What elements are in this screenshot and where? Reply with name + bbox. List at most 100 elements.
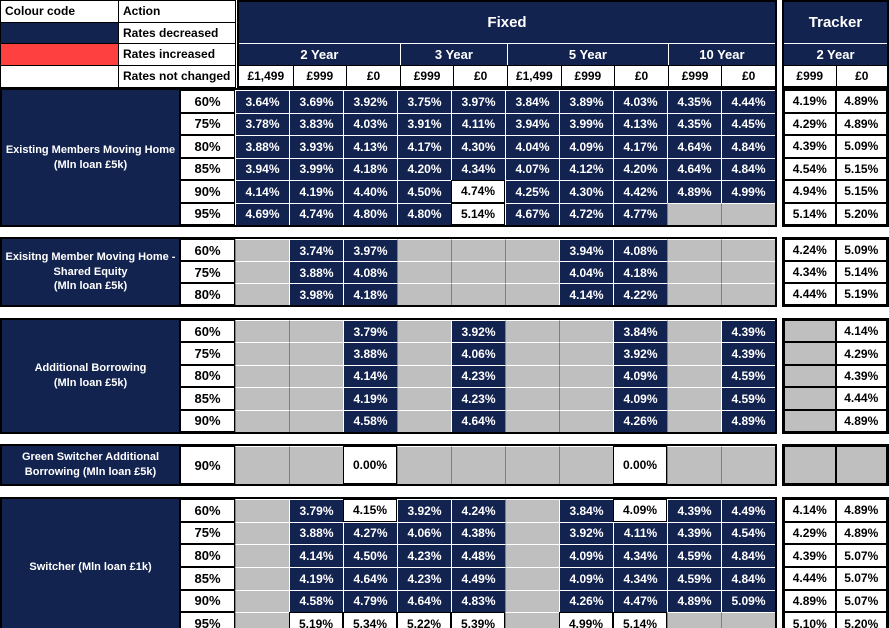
empty-cell bbox=[235, 409, 289, 432]
legend-label-rates-increased: Rates increased bbox=[119, 44, 235, 66]
rate-cell: 4.09% bbox=[559, 544, 613, 567]
rate-cell: 4.64% bbox=[397, 589, 451, 613]
empty-cell bbox=[559, 342, 613, 365]
rate-cell: 4.58% bbox=[343, 409, 397, 432]
rate-cell: 4.30% bbox=[559, 180, 613, 203]
rate-cell: 4.23% bbox=[397, 544, 451, 567]
empty-cell bbox=[667, 364, 721, 388]
fee-header: £0 bbox=[614, 65, 668, 86]
tracker-fee-row: £999 £0 bbox=[784, 65, 887, 86]
rate-cell: 4.18% bbox=[613, 261, 667, 283]
rate-cell: 5.14% bbox=[835, 261, 887, 283]
empty-cell bbox=[505, 566, 559, 590]
ltv-cell: 75% bbox=[180, 521, 235, 545]
rate-cell: 3.84% bbox=[559, 499, 613, 522]
fixed-title: Fixed bbox=[239, 2, 775, 44]
rate-cell: 4.06% bbox=[397, 521, 451, 545]
group-label-line: Exisitng Member Moving Home - bbox=[5, 250, 176, 263]
rate-cell: 4.64% bbox=[667, 135, 721, 158]
year-header: 2 Year bbox=[300, 47, 339, 62]
rate-cell: 4.23% bbox=[451, 364, 505, 388]
rate-cell: 4.14% bbox=[559, 283, 613, 305]
fee-header: £999 bbox=[399, 65, 454, 86]
rate-cell: 4.27% bbox=[343, 521, 397, 545]
rate-cell: 4.64% bbox=[667, 157, 721, 180]
empty-cell bbox=[667, 387, 721, 410]
empty-cell bbox=[784, 446, 836, 484]
legend-swatch-rates-decreased bbox=[1, 22, 119, 44]
group-label-line: (Mln loan £5k) bbox=[53, 376, 128, 389]
ltv-cell: 85% bbox=[180, 387, 235, 410]
empty-cell bbox=[505, 589, 559, 613]
empty-cell bbox=[397, 239, 451, 261]
empty-cell bbox=[505, 387, 559, 410]
fee-header: £1,499 bbox=[239, 65, 293, 86]
rate-cell: 5.20% bbox=[835, 202, 887, 225]
tracker-group-switcher: 4.14% 4.89% 4.29% 4.89% 4.39% 5.07% 4.44% 5.07%… bbox=[782, 497, 889, 628]
rate-cell: 4.18% bbox=[343, 283, 397, 305]
rate-cell: 4.19% bbox=[784, 90, 836, 113]
rate-cell: 4.17% bbox=[613, 135, 667, 158]
rate-cell: 4.34% bbox=[613, 544, 667, 567]
rate-cell: 4.74% bbox=[289, 202, 343, 225]
empty-cell bbox=[505, 364, 559, 388]
rate-cell: 4.89% bbox=[835, 112, 887, 135]
rate-cell: 4.09% bbox=[559, 566, 613, 590]
rate-cell: 4.18% bbox=[343, 157, 397, 180]
rate-cell: 4.14% bbox=[235, 180, 289, 203]
rate-cell: 4.44% bbox=[721, 90, 775, 113]
rate-cell: 3.83% bbox=[289, 112, 343, 135]
empty-cell bbox=[505, 446, 559, 484]
empty-cell bbox=[397, 387, 451, 410]
rate-cell: 4.08% bbox=[343, 261, 397, 283]
empty-cell bbox=[784, 409, 836, 432]
rate-cell: 5.09% bbox=[835, 239, 887, 261]
rate-cell: 4.59% bbox=[667, 544, 721, 567]
empty-cell bbox=[235, 364, 289, 388]
group-green-switcher-additional-borrowing: Green Switcher Additional Borrowing (Mln … bbox=[0, 444, 777, 486]
colour-code-legend: Colour code Action Rates decreased Rates… bbox=[0, 0, 236, 88]
rate-cell: 3.64% bbox=[235, 90, 289, 113]
rate-cell: 4.77% bbox=[613, 202, 667, 225]
empty-cell bbox=[721, 446, 775, 484]
rate-cell: 4.13% bbox=[343, 135, 397, 158]
empty-cell bbox=[559, 364, 613, 388]
empty-cell bbox=[505, 612, 559, 628]
empty-cell bbox=[667, 283, 721, 305]
rate-cell: 4.08% bbox=[613, 239, 667, 261]
fee-header: £0 bbox=[453, 65, 507, 86]
empty-cell bbox=[667, 612, 721, 628]
tracker-group-existing-members-moving-home: 4.19% 4.89% 4.29% 4.89% 4.39% 5.09% 4.54% 5.15%… bbox=[782, 88, 889, 227]
legend-swatch-rates-not-changed bbox=[1, 65, 119, 87]
rate-cell: 3.88% bbox=[289, 261, 343, 283]
group-label-line: Shared Equity bbox=[53, 265, 128, 278]
group-label: Existing Members Moving Home (Mln loan £5… bbox=[2, 90, 180, 225]
rate-cell: 4.14% bbox=[343, 364, 397, 388]
rate-cell: 4.99% bbox=[559, 612, 613, 628]
tracker-group-additional-borrowing: 4.14% 4.29% 4.39% 4.44% 4.89% bbox=[782, 318, 889, 434]
empty-cell bbox=[667, 409, 721, 432]
rate-cell: 4.69% bbox=[235, 202, 289, 225]
ltv-cell: 85% bbox=[180, 566, 235, 590]
group-label-line: Green Switcher Additional bbox=[21, 451, 160, 464]
rate-cell: 3.79% bbox=[289, 499, 343, 522]
rate-cell: 3.92% bbox=[397, 499, 451, 522]
rate-cell: 0.00% bbox=[343, 446, 397, 484]
empty-cell bbox=[667, 446, 721, 484]
empty-cell bbox=[289, 342, 343, 365]
rate-cell: 5.07% bbox=[835, 566, 887, 590]
rate-cell: 4.29% bbox=[784, 112, 836, 135]
tracker-group-green-switcher-additional-borrowing bbox=[782, 444, 889, 486]
empty-cell bbox=[559, 409, 613, 432]
ltv-cell: 80% bbox=[180, 544, 235, 567]
empty-cell bbox=[784, 387, 836, 410]
rate-cell: 3.97% bbox=[343, 239, 397, 261]
year-header: 3 Year bbox=[399, 44, 507, 65]
rate-cell: 4.64% bbox=[451, 409, 505, 432]
rate-cell: 3.94% bbox=[505, 112, 559, 135]
empty-cell bbox=[667, 342, 721, 365]
empty-cell bbox=[235, 342, 289, 365]
ltv-cell: 95% bbox=[180, 202, 235, 225]
rate-cell: 3.92% bbox=[613, 342, 667, 365]
